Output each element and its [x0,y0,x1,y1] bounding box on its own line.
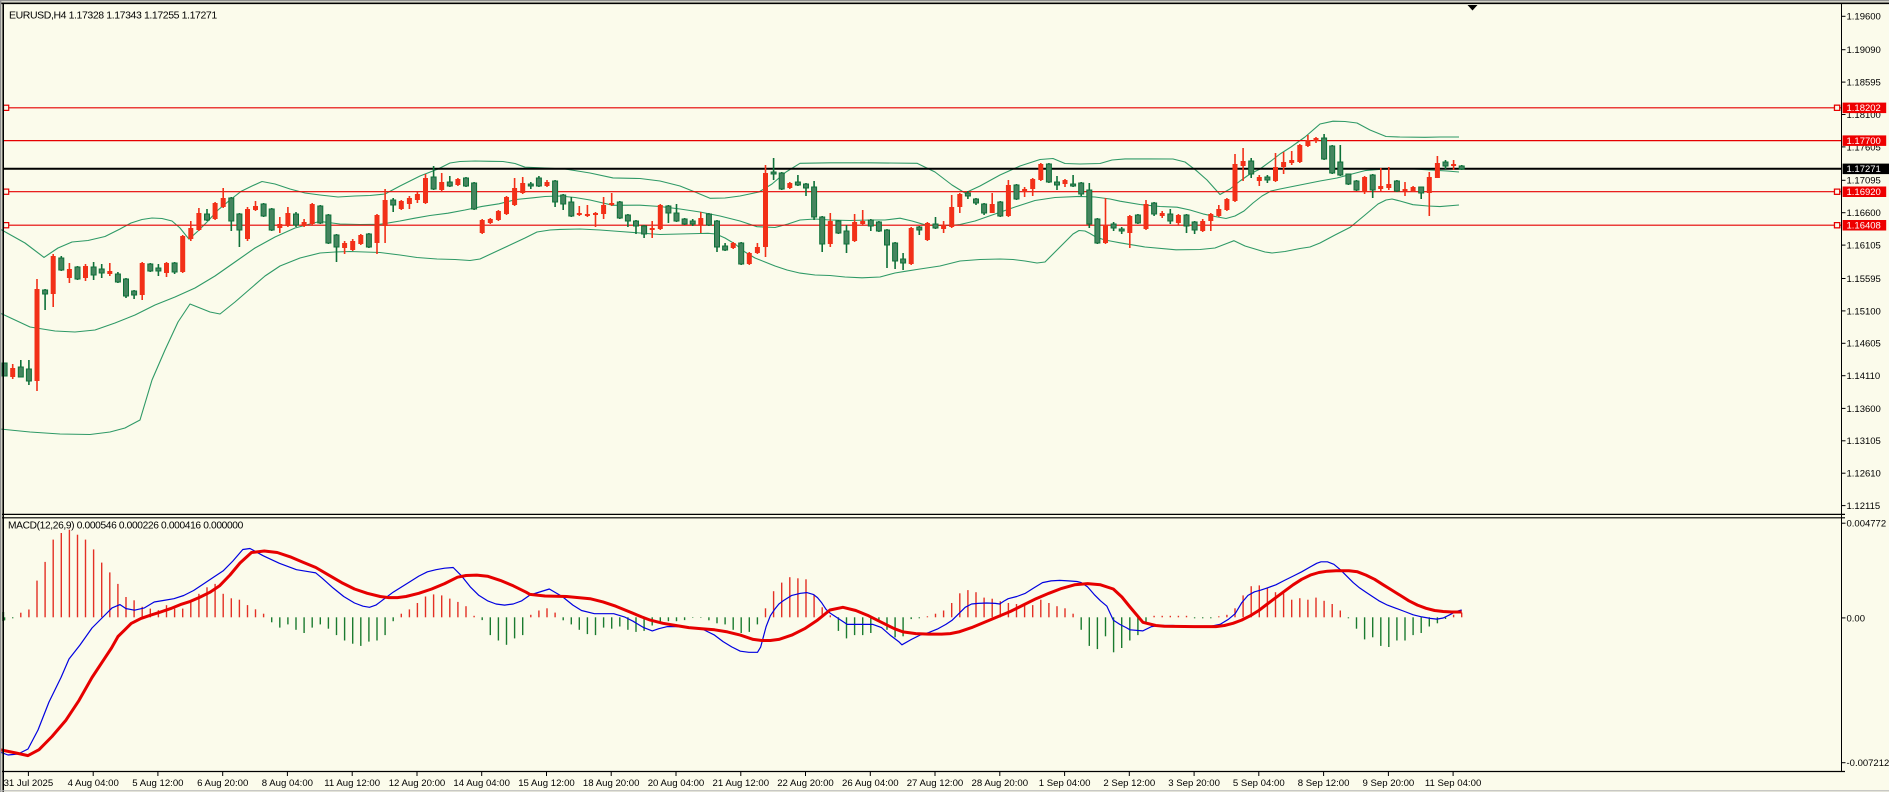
svg-text:5 Aug 12:00: 5 Aug 12:00 [132,778,183,789]
svg-text:15 Aug 12:00: 15 Aug 12:00 [518,778,575,789]
svg-text:1.16105: 1.16105 [1847,241,1881,252]
svg-text:1.18202: 1.18202 [1847,103,1881,114]
svg-text:3 Sep 20:00: 3 Sep 20:00 [1168,778,1220,789]
svg-text:-0.007212: -0.007212 [1847,758,1889,769]
svg-text:1.16408: 1.16408 [1847,221,1881,232]
svg-text:26 Aug 04:00: 26 Aug 04:00 [842,778,899,789]
svg-text:1.16920: 1.16920 [1847,187,1881,198]
svg-text:27 Aug 12:00: 27 Aug 12:00 [907,778,964,789]
svg-text:8 Aug 04:00: 8 Aug 04:00 [262,778,313,789]
svg-text:28 Aug 20:00: 28 Aug 20:00 [972,778,1029,789]
svg-text:2 Sep 12:00: 2 Sep 12:00 [1103,778,1155,789]
svg-text:9 Sep 20:00: 9 Sep 20:00 [1363,778,1415,789]
svg-text:0.00: 0.00 [1847,613,1866,624]
svg-text:1.17700: 1.17700 [1847,136,1881,147]
svg-text:1.18100: 1.18100 [1847,110,1881,121]
svg-text:8 Sep 12:00: 8 Sep 12:00 [1298,778,1350,789]
svg-text:1.12610: 1.12610 [1847,469,1881,480]
svg-text:1.17095: 1.17095 [1847,176,1881,187]
svg-text:5 Sep 04:00: 5 Sep 04:00 [1233,778,1285,789]
svg-text:0.004772: 0.004772 [1847,519,1887,530]
svg-text:1 Sep 04:00: 1 Sep 04:00 [1039,778,1091,789]
svg-text:1.12115: 1.12115 [1847,501,1881,512]
svg-text:1.14605: 1.14605 [1847,339,1881,350]
svg-text:12 Aug 20:00: 12 Aug 20:00 [389,778,446,789]
svg-text:4 Aug 04:00: 4 Aug 04:00 [68,778,119,789]
svg-text:1.16600: 1.16600 [1847,208,1881,219]
svg-text:1.14110: 1.14110 [1847,371,1881,382]
svg-text:6 Aug 20:00: 6 Aug 20:00 [197,778,248,789]
svg-text:EURUSD,H4 1.17328 1.17343 1.1: EURUSD,H4 1.17328 1.17343 1.17255 1.1727… [9,10,217,22]
svg-text:1.18595: 1.18595 [1847,78,1881,89]
svg-text:11 Aug 12:00: 11 Aug 12:00 [324,778,380,789]
svg-text:1.13105: 1.13105 [1847,436,1881,447]
svg-text:1.19600: 1.19600 [1847,12,1881,23]
svg-text:1.15595: 1.15595 [1847,274,1881,285]
svg-text:22 Aug 20:00: 22 Aug 20:00 [777,778,834,789]
svg-text:21 Aug 12:00: 21 Aug 12:00 [713,778,770,789]
svg-text:31 Jul 2025: 31 Jul 2025 [4,778,54,789]
svg-text:18 Aug 20:00: 18 Aug 20:00 [583,778,640,789]
svg-text:1.17605: 1.17605 [1847,142,1881,153]
svg-text:11 Sep 04:00: 11 Sep 04:00 [1425,778,1481,789]
svg-text:MACD(12,26,9) 0.000546 0.00022: MACD(12,26,9) 0.000546 0.000226 0.000416… [8,521,244,532]
svg-text:14 Aug 04:00: 14 Aug 04:00 [453,778,510,789]
svg-text:1.15100: 1.15100 [1847,306,1881,317]
svg-text:1.13600: 1.13600 [1847,404,1881,415]
svg-text:1.17271: 1.17271 [1847,164,1881,175]
svg-text:20 Aug 04:00: 20 Aug 04:00 [648,778,705,789]
svg-text:1.19090: 1.19090 [1847,45,1881,56]
